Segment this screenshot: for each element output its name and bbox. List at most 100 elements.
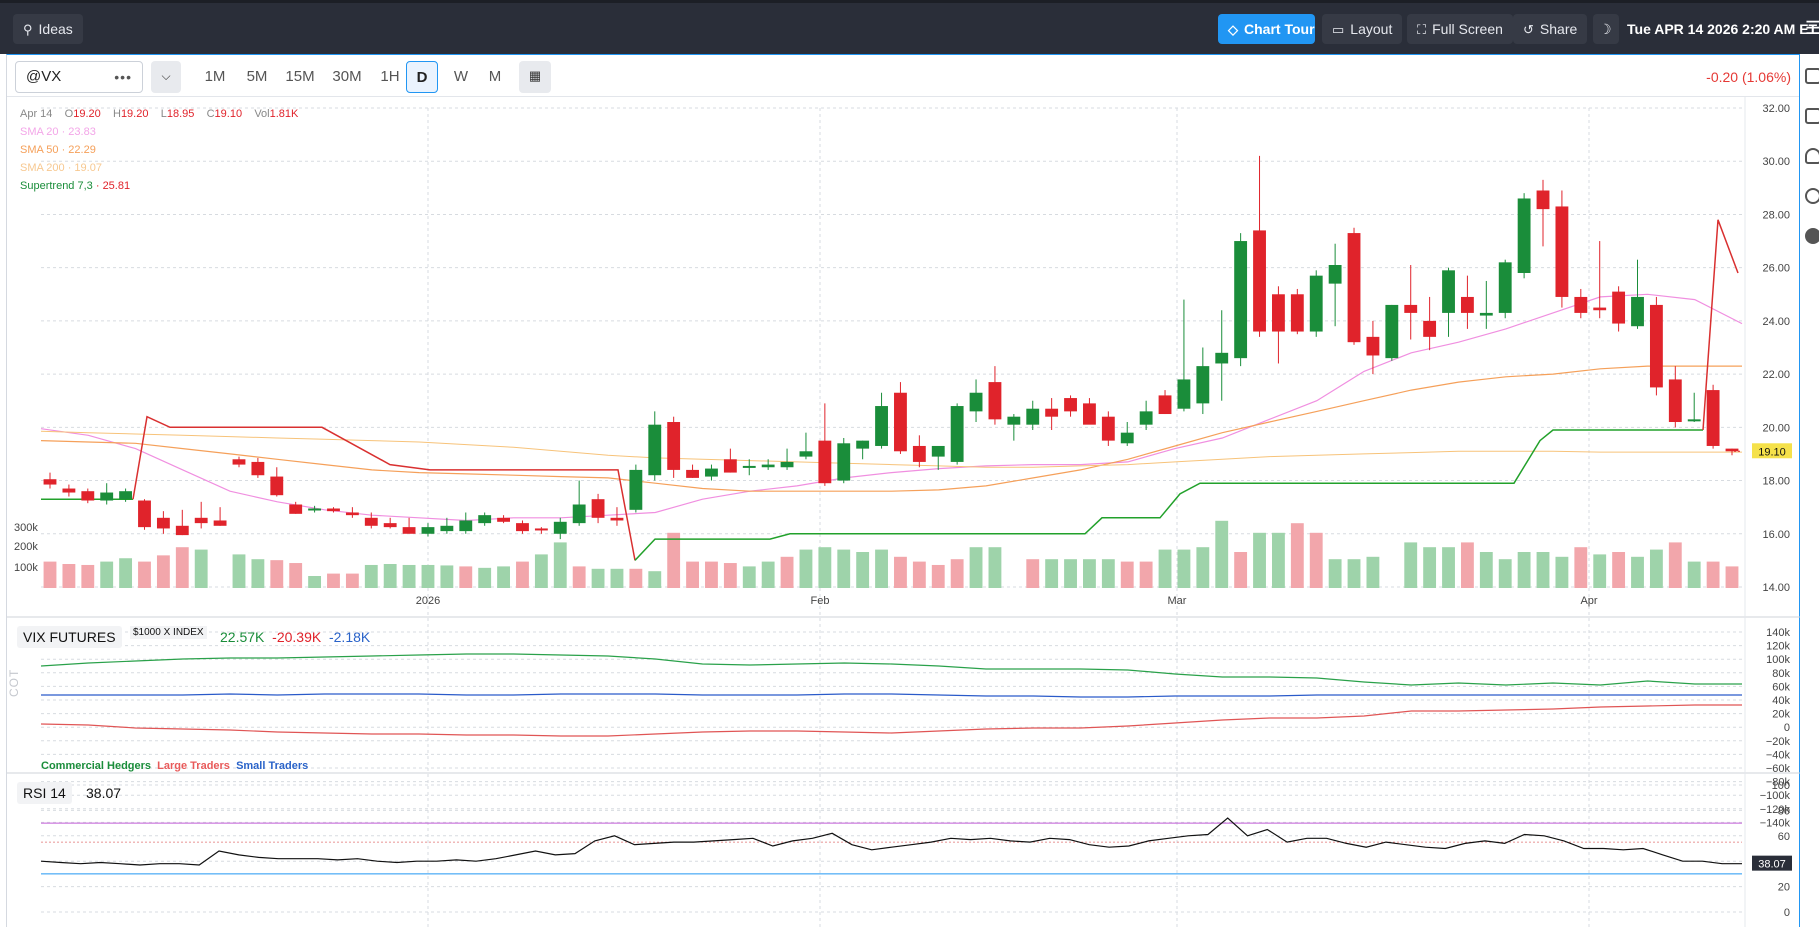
candle-body xyxy=(1479,312,1493,316)
legend-supertrend[interactable]: Supertrend 7,3 · 25.81 xyxy=(20,180,130,192)
volume-bar xyxy=(402,564,416,588)
candle-body xyxy=(1101,416,1115,441)
legend-high: 19.20 xyxy=(120,108,149,120)
legend-h-label: H xyxy=(112,108,121,120)
chart-type-button[interactable]: ⌵ xyxy=(151,61,181,93)
legend-sma20[interactable]: SMA 20 · 23.83 xyxy=(20,126,96,138)
interval-d[interactable]: D xyxy=(406,61,438,93)
volume-bar xyxy=(440,565,454,588)
candle-body xyxy=(1139,411,1153,425)
volume-bar xyxy=(1649,549,1663,588)
interval-1m[interactable]: 1M xyxy=(204,68,226,85)
volume-bar xyxy=(1158,549,1172,588)
interval-m[interactable]: M xyxy=(488,68,502,85)
legend-commercial: Commercial Hedgers xyxy=(41,760,152,772)
candle-body xyxy=(1574,296,1588,313)
candle-body xyxy=(1593,307,1607,311)
legend-sma50[interactable]: SMA 50 · 22.29 xyxy=(20,144,96,156)
candle-body xyxy=(402,527,416,534)
candle-body xyxy=(156,517,170,529)
volume-bar xyxy=(799,549,813,588)
candle-body xyxy=(81,491,95,501)
rsi-title[interactable]: RSI 14 xyxy=(17,782,72,804)
volume-bar xyxy=(875,549,888,588)
volume-bar xyxy=(553,542,567,588)
volume-bar xyxy=(988,547,1002,588)
supertrend-label: Supertrend 7,3 xyxy=(20,180,93,192)
candle-body xyxy=(1196,366,1210,404)
fullscreen-icon: ⛶ xyxy=(1417,22,1427,37)
ideas-button[interactable]: ⚲ Ideas xyxy=(13,14,83,44)
interval-5m[interactable]: 5M xyxy=(246,68,268,85)
fullscreen-button[interactable]: ⛶ Full Screen xyxy=(1407,14,1513,44)
cot-title[interactable]: VIX FUTURES xyxy=(17,626,122,648)
cot-large-value: -20.39K xyxy=(272,629,322,645)
layout-button[interactable]: ▭ Layout xyxy=(1322,14,1403,44)
cot-commercial-value: 22.57K xyxy=(220,629,265,645)
candle-body xyxy=(818,440,832,484)
bell-icon[interactable] xyxy=(1805,148,1819,164)
candle-body xyxy=(1725,448,1739,452)
cot-tick-label: 0 xyxy=(1784,722,1790,734)
legend-sma200[interactable]: SMA 200 · 19.07 xyxy=(20,162,102,174)
price-tick-label: 18.00 xyxy=(1762,476,1790,488)
volume-bar xyxy=(289,563,303,588)
rsi-value-marker xyxy=(1752,855,1792,871)
volume-bar xyxy=(43,561,57,588)
table-icon[interactable] xyxy=(1805,108,1819,124)
volume-bar xyxy=(1423,547,1437,588)
volume-bar xyxy=(837,549,851,588)
legend-low: 18.95 xyxy=(166,108,195,120)
calendar-button[interactable]: ▦ xyxy=(519,61,551,93)
volume-bar xyxy=(1574,547,1588,588)
menu-icon[interactable]: ☰ xyxy=(1805,18,1819,38)
volume-bar xyxy=(667,532,681,588)
more-dots-icon[interactable]: ••• xyxy=(114,69,132,85)
volume-bar xyxy=(1479,552,1493,588)
layout-label: Layout xyxy=(1350,21,1393,37)
legend-c-label: C xyxy=(206,108,215,120)
ohlc-legend: Apr 14 O19.20 H19.20 L18.95 C19.10 Vol1.… xyxy=(20,108,298,120)
time-axis-label: 2026 xyxy=(416,595,440,607)
chart-tour-button[interactable]: ◇ Chart Tour xyxy=(1218,14,1315,44)
volume-bar xyxy=(742,566,756,588)
interval-30m[interactable]: 30M xyxy=(332,68,362,85)
chat-icon[interactable] xyxy=(1805,188,1819,204)
briefcase-icon[interactable] xyxy=(1805,68,1819,84)
interval-1h[interactable]: 1H xyxy=(380,68,400,85)
rsi-line xyxy=(40,817,1742,866)
candle-body xyxy=(1083,403,1096,425)
candle-body xyxy=(988,382,1002,420)
rsi-tick-label: 0 xyxy=(1784,907,1790,919)
candle-body xyxy=(364,517,378,526)
candle-body xyxy=(667,422,681,470)
share-button[interactable]: ↺ Share xyxy=(1513,14,1588,44)
interval-w[interactable]: W xyxy=(453,68,469,85)
interval-15m[interactable]: 15M xyxy=(285,68,315,85)
candle-body xyxy=(1706,390,1720,446)
cot-tick-label: −80k xyxy=(1766,777,1791,789)
cot-tick-label: −20k xyxy=(1766,736,1791,748)
volume-bar xyxy=(1290,523,1304,588)
legend-vol-label: Vol xyxy=(254,108,270,120)
candle-body xyxy=(440,525,454,532)
gear-icon[interactable] xyxy=(1805,228,1819,244)
legend-o-label: O xyxy=(64,108,74,120)
symbol-input[interactable]: @VX ••• xyxy=(15,61,143,93)
candle-body xyxy=(1328,265,1342,284)
volume-bar xyxy=(383,564,397,588)
volume-bar xyxy=(818,547,832,588)
volume-bar xyxy=(1555,556,1569,588)
theme-toggle-button[interactable]: ☽ xyxy=(1593,14,1619,44)
price-tick-label: 32.00 xyxy=(1762,103,1790,115)
cot-tick-label: 140k xyxy=(1766,627,1790,639)
time-axis-label: Mar xyxy=(1168,595,1187,607)
candle-body xyxy=(950,406,964,462)
candle-body xyxy=(1498,262,1512,313)
candle-body xyxy=(232,459,246,465)
volume-bar xyxy=(1083,559,1096,588)
volume-bar xyxy=(1725,566,1739,588)
rsi-tick-label: 20 xyxy=(1778,882,1790,894)
cot-large-line xyxy=(40,704,1742,737)
